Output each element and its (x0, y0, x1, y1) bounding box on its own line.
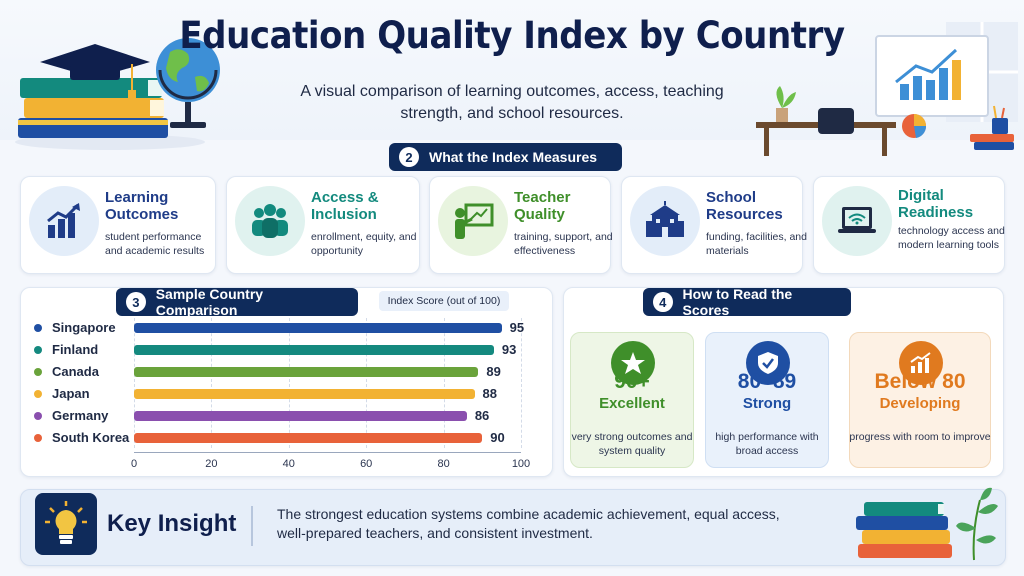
bar-value-label: 93 (501, 342, 517, 357)
laptop-wifi-icon (822, 186, 892, 256)
score-label: Excellent (599, 395, 665, 412)
bar (134, 411, 467, 421)
x-tick-label: 100 (511, 458, 531, 470)
score-value: Below 80 (874, 370, 966, 393)
category-dot (34, 412, 42, 420)
category-label: Canada (52, 364, 99, 379)
measure-desc: enrollment, equity, and opportunity (311, 231, 417, 257)
measure-desc: training, support, and effectiveness (514, 231, 613, 257)
score-label: Strong (742, 395, 792, 412)
bar-value-label: 89 (486, 364, 501, 379)
score-card-excellent (570, 332, 694, 468)
bar (134, 367, 479, 377)
score-desc: progress with room to improve (849, 431, 991, 443)
growth-chart-icon (899, 341, 943, 385)
bar-value-label: 95 (509, 320, 525, 335)
section-number-badge: 3 (126, 292, 146, 312)
lightbulb-icon (35, 493, 97, 555)
score-desc: very strong outcomes and system quality (571, 431, 693, 457)
bar (134, 345, 494, 355)
measure-title: Learning Outcomes (105, 189, 179, 223)
bar-value-label: 86 (474, 408, 490, 423)
measure-desc: funding, facilities, and materials (706, 231, 807, 257)
page-title: Education Quality Index by Country (179, 14, 845, 57)
score-value: 80–89 (737, 370, 797, 393)
star-icon (611, 341, 655, 385)
scores-heading: 4 How to Read the Scores (643, 286, 851, 318)
grid-line (211, 318, 213, 448)
comparison-card (20, 287, 553, 477)
measures-heading-text: What the Index Measures (429, 149, 598, 165)
comparison-heading: 3 Sample Country Comparison (116, 286, 358, 318)
score-card-developing (849, 332, 991, 468)
shield-check-icon (746, 341, 790, 385)
insight-text: The strongest education systems combine … (277, 506, 780, 541)
chart-legend: Index Score (out of 100) (379, 291, 509, 311)
x-tick-label: 40 (282, 458, 295, 470)
x-tick-label: 60 (360, 458, 373, 470)
category-dot (34, 346, 42, 354)
scores-heading-text: How to Read the Scores (682, 286, 793, 318)
measure-title: School Resources (706, 189, 783, 223)
score-value: 90+ (614, 370, 650, 393)
section-number-badge: 2 (399, 147, 419, 167)
grid-line (443, 318, 445, 448)
comparison-heading-text: Sample Country Comparison (155, 286, 264, 318)
teacher-board-icon (438, 186, 508, 256)
category-label: Japan (52, 386, 90, 401)
score-label: Developing (879, 395, 961, 412)
category-dot (34, 390, 42, 398)
classroom-illustration (756, 22, 1018, 156)
score-desc: high performance with broad access (715, 431, 819, 457)
measure-card-access-inclusion: Access & Inclusion enrollment, equity, a… (226, 176, 420, 274)
insight-heading: Key Insight (107, 510, 237, 537)
x-tick-label: 80 (437, 458, 450, 470)
x-tick-label: 0 (130, 458, 138, 470)
bar-chart-up-icon (29, 186, 99, 256)
category-label: South Korea (52, 430, 130, 445)
insight-divider (251, 506, 253, 546)
section-number-badge: 4 (653, 292, 673, 312)
grid-line (134, 318, 135, 448)
measures-heading: 2 What the Index Measures (389, 143, 622, 171)
measure-desc: student performance and academic results (105, 231, 205, 257)
measure-card-teacher-quality: Teacher Quality training, support, and e… (429, 176, 613, 274)
bar-value-label: 88 (482, 386, 498, 401)
category-dot (34, 324, 42, 332)
measure-title: Teacher Quality (514, 189, 571, 223)
books-globe-illustration (15, 38, 220, 150)
measure-card-digital-readiness: Digital Readiness technology access and … (813, 176, 1005, 274)
bar (134, 323, 502, 333)
measure-card-learning-outcomes: Learning Outcomes student performance an… (20, 176, 216, 274)
insight-banner (20, 489, 1006, 566)
measure-card-school-resources: School Resources funding, facilities, an… (621, 176, 807, 274)
page-subtitle: A visual comparison of learning outcomes… (300, 83, 724, 122)
x-tick-label: 20 (205, 458, 218, 470)
category-label: Singapore (52, 320, 116, 335)
x-axis (134, 452, 521, 453)
bar (134, 433, 483, 443)
category-label: Germany (52, 408, 109, 423)
score-card-strong (705, 332, 829, 468)
books-plant-illustration (856, 487, 998, 561)
grid-line (366, 318, 368, 448)
bar (134, 389, 475, 399)
bar-value-label: 90 (490, 430, 505, 445)
category-label: Finland (52, 342, 99, 357)
grid-line (521, 318, 522, 448)
measure-title: Access & Inclusion (311, 189, 379, 223)
people-group-icon (235, 186, 305, 256)
grid-line (288, 318, 290, 448)
category-dot (34, 434, 42, 442)
measure-desc: technology access and modern learning to… (898, 225, 1005, 251)
category-dot (34, 368, 42, 376)
school-building-icon (630, 186, 700, 256)
measure-title: Digital Readiness (898, 187, 974, 221)
